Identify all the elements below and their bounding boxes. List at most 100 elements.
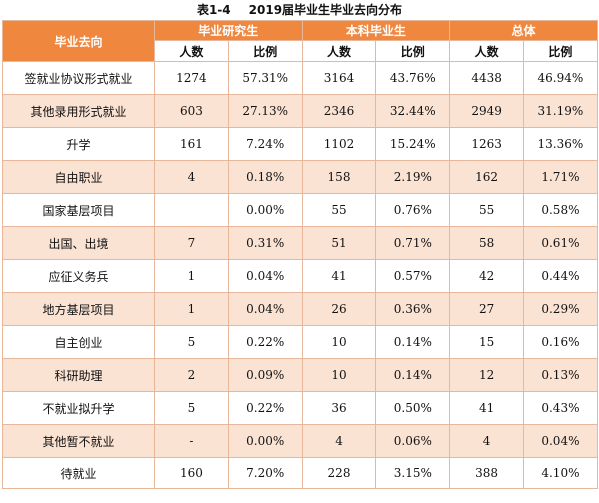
row-label: 国家基层项目 [2,193,155,227]
ratio-cell: 4.10% [523,457,598,489]
table-body: 签就业协议形式就业 1274 57.31% 3164 43.76% 4438 46.94% 其… [2,61,598,489]
ratio-cell: 32.44% [375,94,451,128]
count-cell: 1274 [154,61,229,95]
ratio-cell: 0.04% [523,424,598,458]
ratio-cell: 0.43% [523,391,598,425]
count-cell: 26 [301,292,377,326]
ratio-cell: 0.76% [375,193,451,227]
count-cell: 41 [301,259,377,293]
header-group-graduate: 毕业研究生 [154,20,303,41]
count-cell: 4 [154,160,229,194]
ratio-cell: 0.16% [523,325,598,359]
ratio-cell: 0.61% [523,226,598,260]
count-cell: 388 [449,457,525,489]
row-label: 签就业协议形式就业 [2,61,155,95]
ratio-cell: 46.94% [523,61,598,95]
table-row: 其他暂不就业 -0.00% 4 0.06% 4 0.04% [2,424,598,458]
table-row: 出国、出境 7 0.31% 51 0.71% 58 0.61% [2,226,598,260]
row-label: 应征义务兵 [2,259,155,293]
ratio-cell: 0.71% [375,226,451,260]
count-cell: - [154,424,229,458]
ratio-cell: 0.18% [227,160,303,194]
row-label: 地方基层项目 [2,292,155,326]
count-cell: 51 [301,226,377,260]
table-row: 待就业 160 7.20% 228 3.15% 388 4.10% [2,457,598,489]
ratio-cell: 0.00% [227,193,303,227]
table-row: 地方基层项目 1 0.04% 26 0.36% 27 0.29% [2,292,598,326]
count-cell: 2346 [301,94,377,128]
ratio-cell: 0.44% [523,259,598,293]
ratio-cell: 7.24% [227,127,303,161]
table-row: 自由职业 4 0.18% 158 2.19% 162 1.71% [2,160,598,194]
row-label: 其他录用形式就业 [2,94,155,128]
count-cell: 4 [449,424,525,458]
row-label: 待就业 [2,457,155,489]
count-cell: 55 [449,193,525,227]
count-cell: 7 [154,226,229,260]
table-row: 应征义务兵 1 0.04% 41 0.57% 42 0.44% [2,259,598,293]
count-cell: 5 [154,391,229,425]
count-cell: 160 [154,457,229,489]
count-cell: 161 [154,127,229,161]
ratio-cell: 15.24% [375,127,451,161]
count-cell: 1263 [449,127,525,161]
ratio-cell: 13.36% [523,127,598,161]
destination-table: 毕业去向 毕业研究生 本科毕业生 总体 人数 比例 人数 比例 人数 比例 签就… [2,20,598,489]
table-row: 升学 161 7.24% 1102 15.24% 1263 13.36% [2,127,598,161]
table-title: 2019届毕业生毕业去向分布 [248,3,403,17]
count-cell: 5 [154,325,229,359]
ratio-cell: 0.31% [227,226,303,260]
ratio-cell: 0.04% [227,259,303,293]
row-label: 其他暂不就业 [2,424,155,458]
ratio-cell: 0.04% [227,292,303,326]
ratio-cell: 2.19% [375,160,451,194]
ratio-cell: 0.22% [227,391,303,425]
ratio-cell: 3.15% [375,457,451,489]
table-caption: 表1-4 2019届毕业生毕业去向分布 [0,0,599,20]
count-cell: 15 [449,325,525,359]
ratio-cell: 7.20% [227,457,303,489]
count-cell: 228 [301,457,377,489]
count-cell: 3164 [301,61,377,95]
count-cell: 2 [154,358,229,392]
subheader-count: 人数 [449,40,525,62]
count-cell: 12 [449,358,525,392]
ratio-cell: 57.31% [227,61,303,95]
table-row: 签就业协议形式就业 1274 57.31% 3164 43.76% 4438 46.94% [2,61,598,95]
ratio-cell: 0.29% [523,292,598,326]
ratio-cell: 0.14% [375,325,451,359]
subheader-count: 人数 [154,40,229,62]
count-cell: 1 [154,259,229,293]
row-label: 自主创业 [2,325,155,359]
ratio-cell: 1.71% [523,160,598,194]
count-cell: 42 [449,259,525,293]
ratio-cell: 0.36% [375,292,451,326]
ratio-cell: 0.14% [375,358,451,392]
header-group-undergraduate: 本科毕业生 [301,20,451,41]
row-label: 不就业拟升学 [2,391,155,425]
count-cell: 162 [449,160,525,194]
ratio-cell: 0.00% [227,424,303,458]
count-cell: 4438 [449,61,525,95]
count-cell: 58 [449,226,525,260]
subheader-count: 人数 [301,40,377,62]
count-cell: 27 [449,292,525,326]
subheader-ratio: 比例 [523,40,598,62]
ratio-cell: 31.19% [523,94,598,128]
header-destination: 毕业去向 [2,20,155,62]
ratio-cell: 43.76% [375,61,451,95]
subheader-ratio: 比例 [227,40,303,62]
header-group-overall: 总体 [449,20,598,41]
count-cell: 4 [301,424,377,458]
ratio-cell: 0.22% [227,325,303,359]
ratio-cell: 0.09% [227,358,303,392]
row-label: 科研助理 [2,358,155,392]
row-label: 升学 [2,127,155,161]
ratio-cell: 0.06% [375,424,451,458]
table-row: 国家基层项目 0.00% 55 0.76% 55 0.58% [2,193,598,227]
ratio-cell: 27.13% [227,94,303,128]
table-row: 不就业拟升学 5 0.22% 36 0.50% 41 0.43% [2,391,598,425]
table-row: 自主创业 5 0.22% 10 0.14% 15 0.16% [2,325,598,359]
count-cell: 10 [301,325,377,359]
table-row: 其他录用形式就业 603 27.13% 2346 32.44% 2949 31.19% [2,94,598,128]
